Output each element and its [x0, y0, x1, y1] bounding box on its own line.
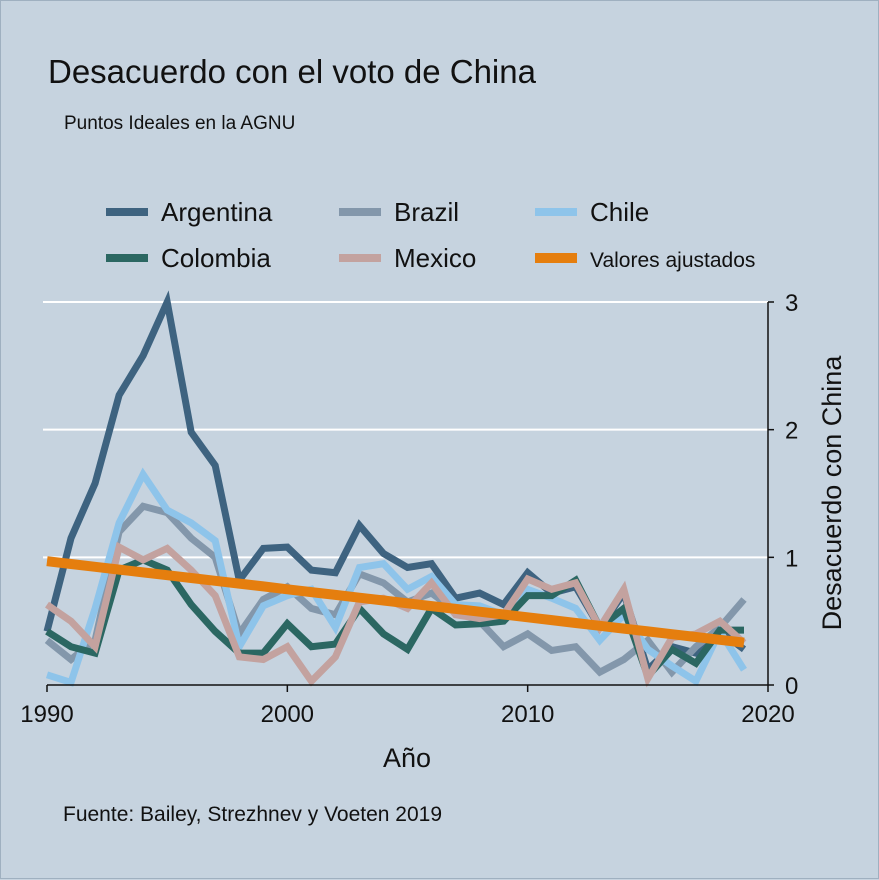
y-tick-label: 3 — [785, 290, 798, 317]
y-axis-title: Desacuerdo con China — [817, 355, 847, 631]
series-line-valores-ajustados — [46, 556, 745, 648]
y-tick-label: 1 — [785, 545, 798, 572]
series-line-colombia — [45, 556, 744, 683]
source-note: Fuente: Bailey, Strezhnev y Voeten 2019 — [63, 803, 442, 826]
legend: Argentina Brazil Chile Colombia Mexico Valore… — [106, 197, 755, 273]
chart-subtitle: Puntos Ideales en la AGNU — [64, 113, 295, 134]
x-tick-label: 2020 — [741, 701, 794, 728]
x-tick-label: 2010 — [501, 701, 554, 728]
legend-label: Brazil — [394, 197, 459, 227]
series-line-brazil — [44, 502, 747, 678]
legend-label: Colombia — [161, 243, 271, 273]
x-tick-label: 2000 — [261, 701, 314, 728]
series-lines — [43, 290, 747, 688]
x-tick-label: 1990 — [20, 701, 73, 728]
legend-label: Mexico — [394, 243, 476, 273]
legend-label: Valores ajustados — [590, 249, 755, 272]
y-tick-label: 0 — [785, 673, 798, 700]
legend-label: Chile — [590, 197, 649, 227]
legend-label: Argentina — [161, 197, 273, 227]
y-tick-label: 2 — [785, 418, 798, 445]
chart-title: Desacuerdo con el voto de China — [48, 53, 537, 90]
x-axis-title: Año — [383, 743, 431, 773]
axes: 0 1 2 3 1990 2000 2010 2020 — [20, 290, 798, 728]
